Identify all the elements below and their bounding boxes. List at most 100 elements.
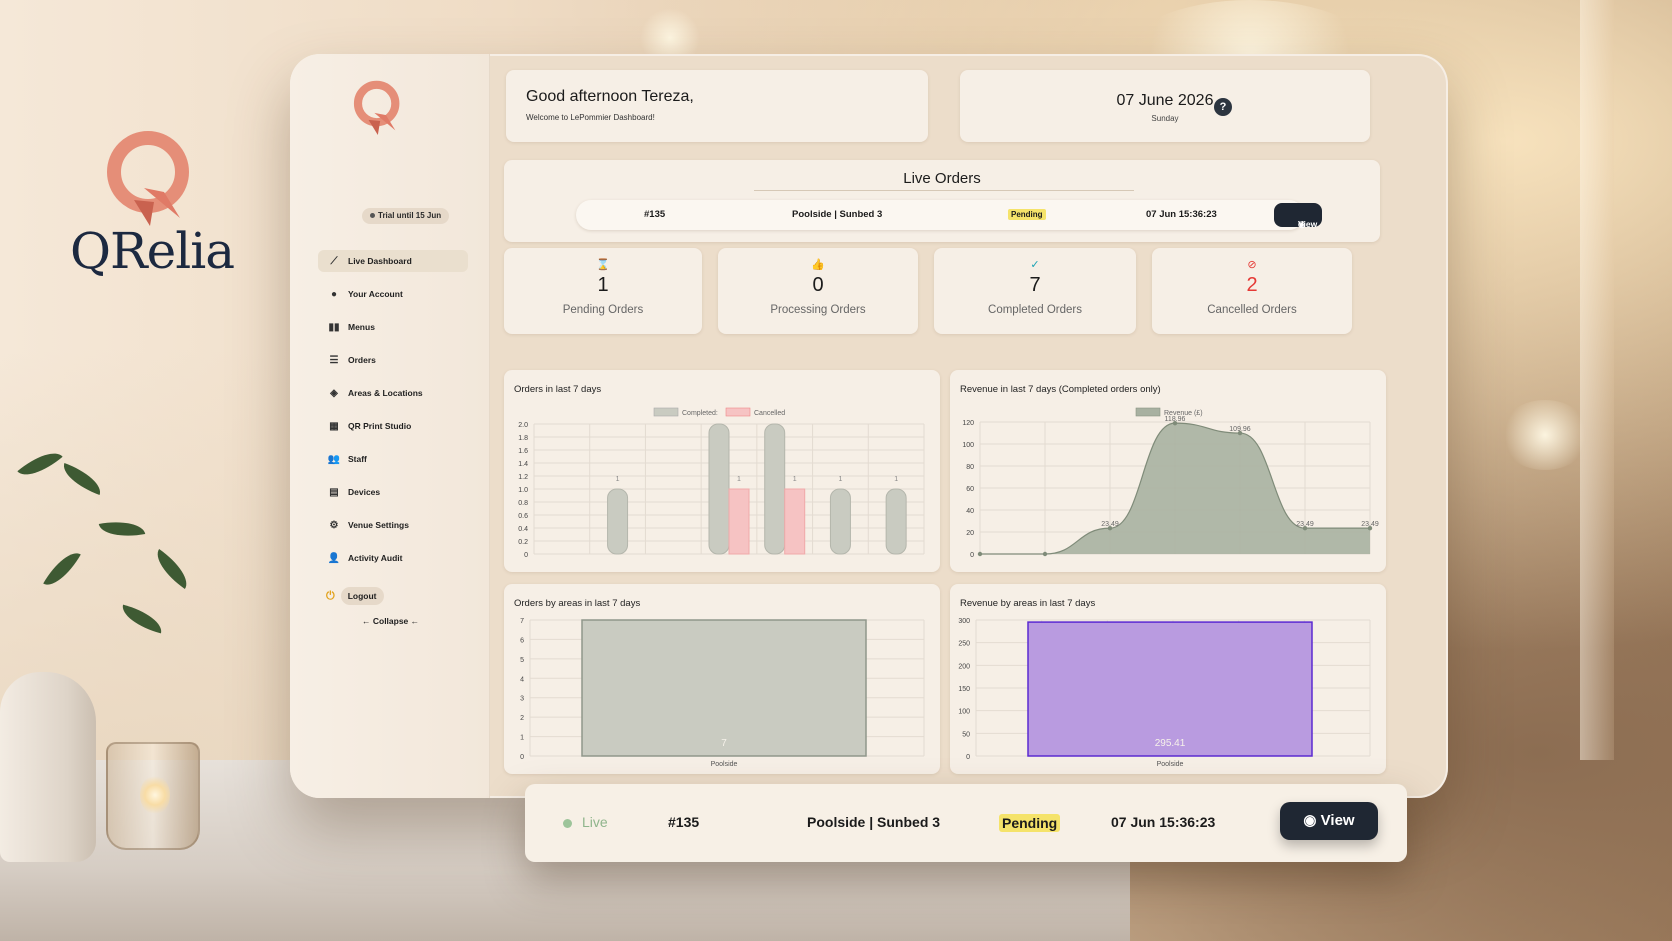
sidebar-item-label: QR Print Studio xyxy=(348,421,412,431)
logout-button[interactable]: ⏻ Logout xyxy=(326,586,384,606)
y-tick-label: 6 xyxy=(520,637,524,644)
plant-leaf xyxy=(148,549,196,589)
y-tick-label: 0 xyxy=(966,754,970,761)
logout-label: Logout xyxy=(340,587,384,605)
y-tick-label: 3 xyxy=(520,696,524,703)
date-day: Sunday xyxy=(1151,114,1179,123)
revenue-areas-chart: 0 50 100 150 200 250 300 295.41 Poolside xyxy=(958,618,1371,768)
sidebar-item-areas-locations[interactable]: ◈ Areas & Locations xyxy=(318,382,468,404)
y-tick-label: 4 xyxy=(520,676,524,683)
background-column xyxy=(1580,0,1614,760)
chart-orders-7days: Orders in last 7 days 0 0.2 0.4 0.6 0.8 1.0 1.… xyxy=(504,370,940,572)
sidebar-item-label: Areas & Locations xyxy=(348,388,423,398)
check-icon: ✓ xyxy=(1030,259,1040,271)
sidebar-item-live-dashboard[interactable]: ⟋ Live Dashboard xyxy=(318,250,468,272)
live-order-row[interactable]: #135 Poolside | Sunbed 3 Pending 07 Jun … xyxy=(576,200,1322,230)
plant-leaf xyxy=(43,545,81,593)
stat-value: 7 xyxy=(1029,274,1041,296)
y-tick-label: 1.0 xyxy=(518,487,528,494)
chart-title: Orders in last 7 days xyxy=(514,384,602,395)
legend-label: Cancelled xyxy=(754,410,785,417)
y-tick-label: 100 xyxy=(962,442,974,449)
view-label: View xyxy=(1298,219,1318,229)
plant-leaf xyxy=(118,604,166,634)
order-id: #135 xyxy=(644,209,666,220)
data-point xyxy=(1107,525,1113,531)
point-label: 109.96 xyxy=(1229,426,1251,433)
data-point xyxy=(1237,430,1243,436)
chart-revenue-7days: Revenue in last 7 days (Completed orders… xyxy=(950,370,1386,572)
y-tick-label: 40 xyxy=(966,508,974,515)
eye-icon: ◉ xyxy=(1298,219,1306,229)
bar-completed xyxy=(885,488,907,555)
revenue-area-chart: 0 20 40 60 80 100 120 Revenue (£) 23.49 118.96 109… xyxy=(962,407,1379,559)
sidebar-item-staff[interactable]: 👥 Staff xyxy=(318,448,468,470)
x-tick-label: Poolside xyxy=(711,761,738,768)
sidebar-item-label: Devices xyxy=(348,487,381,497)
bar-value-label: 7 xyxy=(721,738,727,749)
users-icon: 👥 xyxy=(327,453,341,465)
collapse-button[interactable]: ← Collapse ← xyxy=(362,616,420,626)
y-tick-label: 200 xyxy=(958,663,970,670)
help-button[interactable]: ? xyxy=(1214,98,1232,116)
candle-glow xyxy=(140,775,170,815)
data-point xyxy=(1172,420,1178,426)
sidebar-item-label: Venue Settings xyxy=(348,520,409,530)
sidebar-item-your-account[interactable]: ● Your Account xyxy=(318,283,468,305)
gears-icon: ⚙ xyxy=(329,519,339,531)
stat-card-processing-orders: 👍 0 Processing Orders xyxy=(718,248,918,334)
y-tick-label: 80 xyxy=(966,464,974,471)
order-location: Poolside | Sunbed 3 xyxy=(807,814,941,830)
trial-dot-icon xyxy=(370,213,375,219)
y-tick-label: 0 xyxy=(970,552,974,559)
bar-cancelled xyxy=(784,488,806,555)
sidebar-item-label: Menus xyxy=(348,322,375,332)
y-tick-label: 120 xyxy=(962,420,974,427)
book-icon: ▮▮ xyxy=(328,321,340,333)
brand: QRelia xyxy=(70,130,240,280)
point-label: 23.49 xyxy=(1296,521,1314,528)
bar-cancelled xyxy=(728,488,750,555)
y-tick-label: 0.8 xyxy=(518,500,528,507)
date-main: 07 June 2026 xyxy=(1116,92,1214,109)
chart-title: Orders by areas in last 7 days xyxy=(514,598,641,609)
user-circle-icon: ● xyxy=(330,288,338,300)
stat-label: Completed Orders xyxy=(988,304,1082,316)
bar-label: 1 xyxy=(838,476,842,483)
greeting-card: Good afternoon Tereza, Welcome to LePomm… xyxy=(506,70,928,142)
stat-card-cancelled-orders: ⊘ 2 Cancelled Orders xyxy=(1152,248,1352,334)
data-point xyxy=(1367,525,1373,531)
date-card: 07 June 2026 Sunday ? xyxy=(960,70,1370,142)
view-order-button[interactable]: ◉ View xyxy=(1274,203,1322,229)
bar-completed xyxy=(829,488,851,555)
floating-live-bar[interactable]: Live #135 Poolside | Sunbed 3 Pending 07… xyxy=(525,784,1407,862)
sidebar-item-venue-settings[interactable]: ⚙ Venue Settings xyxy=(318,514,468,536)
stat-value: 1 xyxy=(597,274,609,296)
sidebar-item-orders[interactable]: ☰ Orders xyxy=(318,349,468,371)
y-tick-label: 0.6 xyxy=(518,513,528,520)
candle-holder xyxy=(106,742,200,850)
bar-label: 1 xyxy=(793,476,797,483)
sidebar-item-devices[interactable]: ▤ Devices xyxy=(318,481,468,503)
divider xyxy=(754,190,1134,191)
view-order-button[interactable]: ◉ View xyxy=(1280,802,1378,840)
bar xyxy=(1027,621,1313,757)
sidebar-item-activity-audit[interactable]: 👤 Activity Audit xyxy=(318,547,468,569)
brand-name: QRelia xyxy=(70,222,235,280)
legend-label: Revenue (£) xyxy=(1164,410,1203,417)
thumbs-up-icon: 👍 xyxy=(811,259,825,271)
chart-title: Revenue in last 7 days (Completed orders… xyxy=(960,384,1161,395)
trial-label: Trial until 15 Jun xyxy=(378,211,442,220)
sidebar-item-qr-print-studio[interactable]: ▦ QR Print Studio xyxy=(318,415,468,437)
legend-label: Completed: xyxy=(682,410,718,417)
y-tick-label: 7 xyxy=(520,618,524,625)
stat-value: 0 xyxy=(812,274,824,296)
greeting-title: Good afternoon Tereza, xyxy=(526,88,694,105)
data-point xyxy=(1302,525,1308,531)
sidebar-item-menus[interactable]: ▮▮ Menus xyxy=(318,316,468,338)
stat-label: Processing Orders xyxy=(770,304,866,316)
y-tick-label: 150 xyxy=(958,686,970,693)
y-tick-label: 1.8 xyxy=(518,435,528,442)
point-label: 23.49 xyxy=(1361,521,1379,528)
bar-completed xyxy=(607,488,629,555)
